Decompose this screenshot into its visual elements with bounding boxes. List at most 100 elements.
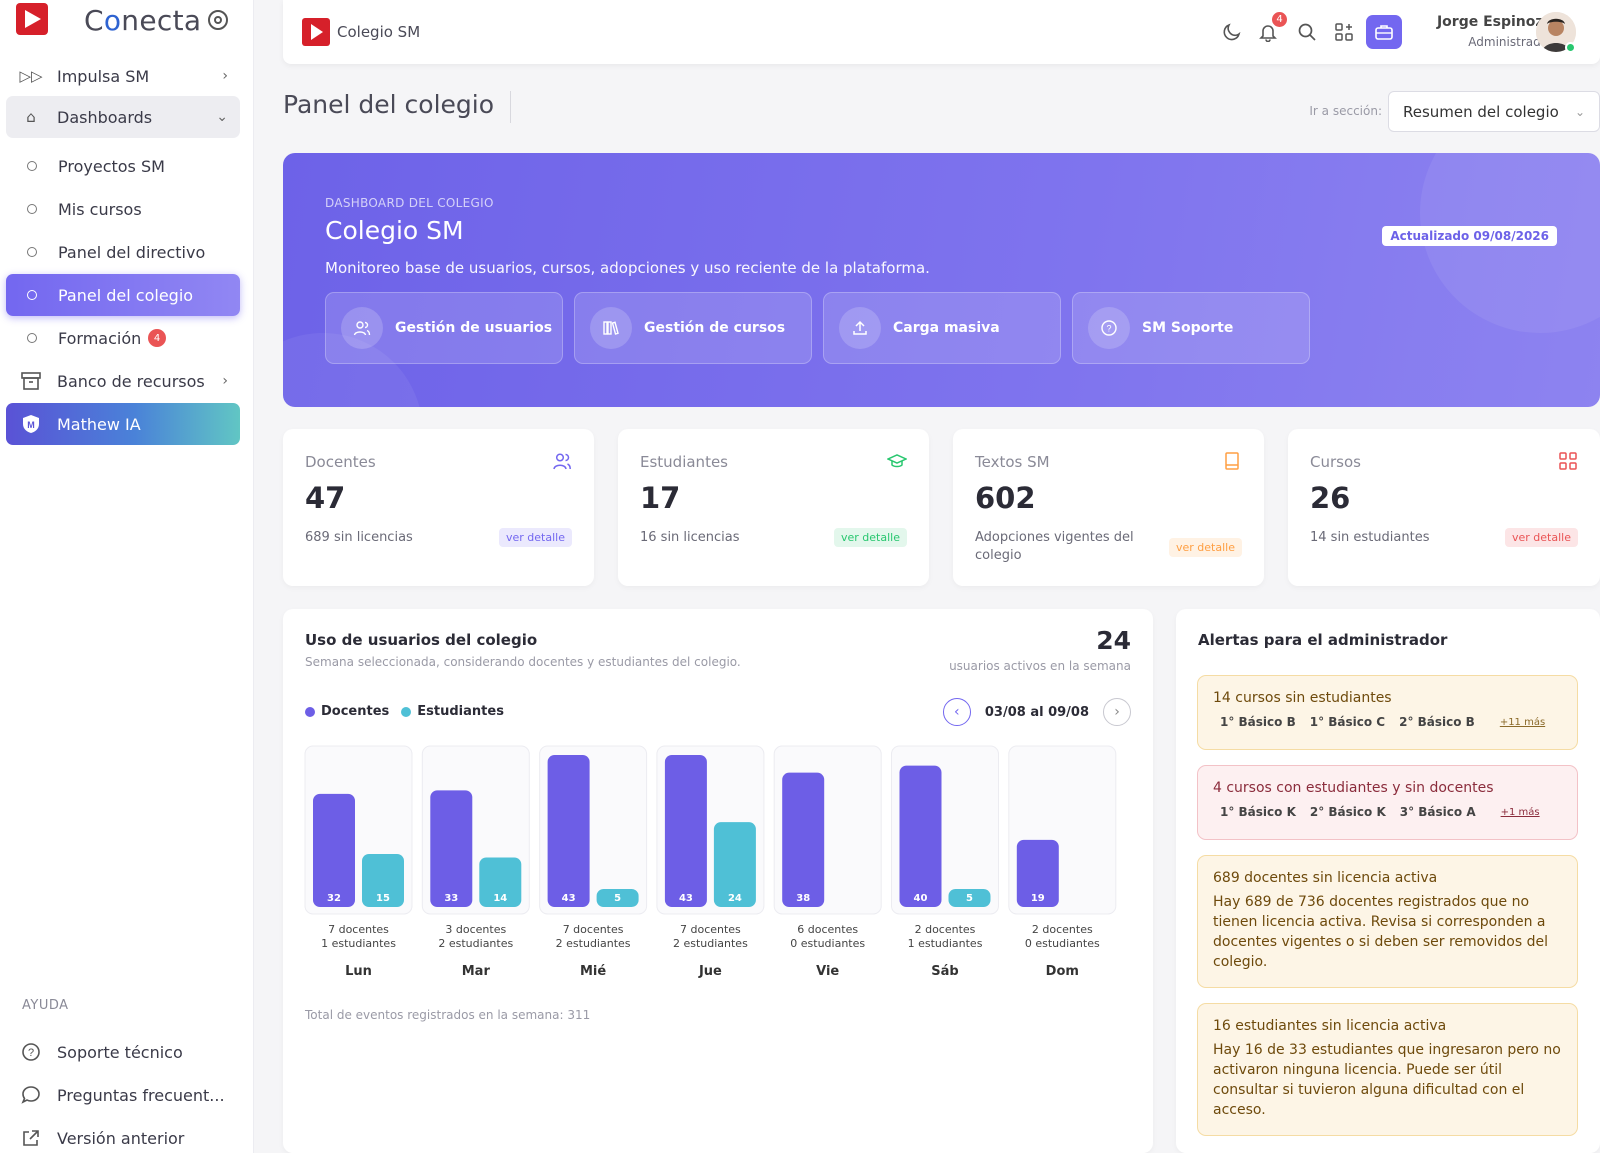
bar-value-label: 5 bbox=[966, 893, 973, 904]
bar-value-label: 5 bbox=[614, 893, 621, 904]
stat-value: 17 bbox=[640, 481, 681, 515]
course-chip[interactable]: 1° Básico B bbox=[1220, 715, 1296, 729]
alert-cursos-sin-docentes[interactable]: 4 cursos con estudiantes y sin docentes … bbox=[1197, 765, 1578, 840]
ver-detalle-button[interactable]: ver detalle bbox=[499, 528, 572, 547]
alert-title: 14 cursos sin estudiantes bbox=[1213, 690, 1392, 706]
school-name: Colegio SM bbox=[337, 23, 421, 41]
apps-add-icon[interactable] bbox=[1333, 21, 1355, 43]
alert-title: 4 cursos con estudiantes y sin docentes bbox=[1213, 780, 1494, 796]
sidebar: Conecta ▷▷ Impulsa SM › ⌂ Dashboards ⌄ P… bbox=[0, 0, 254, 1153]
alert-estudiantes-sin-licencia[interactable]: 16 estudiantes sin licencia activa Hay 1… bbox=[1197, 1003, 1578, 1136]
sidebar-item-version-anterior[interactable]: Versión anterior bbox=[6, 1117, 240, 1153]
alert-title: 16 estudiantes sin licencia activa bbox=[1213, 1018, 1447, 1034]
fast-forward-icon: ▷▷ bbox=[19, 67, 43, 85]
caption-docentes: 7 docentes bbox=[328, 923, 389, 936]
sidebar-item-impulsa[interactable]: ▷▷ Impulsa SM › bbox=[6, 55, 240, 97]
graduation-cap-icon bbox=[886, 451, 908, 471]
stat-card-docentes: Docentes 47 689 sin licencias ver detall… bbox=[283, 429, 594, 586]
bar-docentes bbox=[899, 765, 942, 907]
bar-docentes bbox=[313, 793, 355, 907]
settings-icon[interactable] bbox=[208, 10, 228, 30]
prev-week-button[interactable]: ‹ bbox=[942, 698, 971, 726]
quick-action-label: SM Soporte bbox=[1142, 320, 1234, 336]
bar-estudiantes bbox=[362, 853, 404, 907]
bar-docentes bbox=[430, 790, 473, 907]
ver-detalle-button[interactable]: ver detalle bbox=[834, 528, 907, 547]
sidebar-item-banco-recursos[interactable]: Banco de recursos › bbox=[6, 360, 240, 402]
avatar[interactable] bbox=[1536, 12, 1576, 52]
stat-card-estudiantes: Estudiantes 17 16 sin licencias ver deta… bbox=[618, 429, 929, 586]
books-icon bbox=[590, 307, 632, 349]
sidebar-item-panel-directivo[interactable]: Panel del directivo bbox=[6, 231, 240, 273]
chat-bubble-icon bbox=[20, 1084, 42, 1106]
svg-text:M: M bbox=[27, 420, 35, 430]
sidebar-item-panel-colegio[interactable]: Panel del colegio bbox=[6, 274, 240, 316]
hero-eyebrow: DASHBOARD DEL COLEGIO bbox=[325, 196, 494, 210]
usage-panel: 32 15 7 docentes 1 estudiantes Lun 33 14 3 doce… bbox=[283, 609, 1153, 1153]
sidebar-item-proyectos[interactable]: Proyectos SM bbox=[6, 145, 240, 187]
chevron-down-icon: ⌄ bbox=[1574, 104, 1585, 119]
chevron-right-icon: › bbox=[222, 68, 228, 84]
mathew-shield-icon: M bbox=[20, 413, 42, 435]
users-icon bbox=[552, 451, 572, 471]
day-label: Dom bbox=[1046, 964, 1079, 979]
ver-detalle-button[interactable]: ver detalle bbox=[1169, 538, 1242, 557]
alert-cursos-sin-estudiantes[interactable]: 14 cursos sin estudiantes 1° Básico B 1°… bbox=[1197, 675, 1578, 750]
users-icon bbox=[341, 307, 383, 349]
day-label: Mié bbox=[580, 964, 606, 979]
alert-chips: 1° Básico K 2° Básico K 3° Básico A +1 m… bbox=[1213, 805, 1562, 819]
next-week-button[interactable]: › bbox=[1103, 698, 1131, 726]
sidebar-item-soporte[interactable]: ? Soporte técnico bbox=[6, 1031, 240, 1073]
sidebar-item-mis-cursos[interactable]: Mis cursos bbox=[6, 188, 240, 230]
help-section-title: AYUDA bbox=[22, 998, 69, 1013]
home-icon: ⌂ bbox=[26, 108, 36, 126]
sm-soporte-button[interactable]: ? SM Soporte bbox=[1072, 292, 1310, 364]
hero-description: Monitoreo base de usuarios, cursos, adop… bbox=[325, 259, 930, 277]
stat-label: Cursos bbox=[1310, 453, 1361, 471]
course-chip[interactable]: 2° Básico K bbox=[1309, 805, 1386, 819]
sidebar-item-label: Soporte técnico bbox=[57, 1042, 183, 1062]
user-role: Administrador bbox=[1468, 35, 1553, 49]
search-icon[interactable] bbox=[1296, 21, 1318, 43]
sidebar-item-label: Versión anterior bbox=[57, 1128, 185, 1148]
course-chip[interactable]: 3° Básico A bbox=[1399, 805, 1476, 819]
brand-name: Conecta bbox=[84, 3, 202, 37]
book-icon bbox=[1222, 451, 1242, 471]
course-chip[interactable]: 2° Básico B bbox=[1399, 715, 1475, 729]
bell-icon[interactable] bbox=[1257, 21, 1279, 43]
stat-subtext: Adopciones vigentes del colegio bbox=[975, 530, 1134, 563]
alert-chips: 1° Básico B 1° Básico C 2° Básico B +11 … bbox=[1213, 715, 1562, 729]
stat-value: 26 bbox=[1310, 481, 1351, 515]
course-chip[interactable]: 1° Básico C bbox=[1309, 715, 1386, 729]
bar-value-label: 14 bbox=[493, 893, 507, 904]
sidebar-item-mathew-ia[interactable]: M Mathew IA bbox=[6, 403, 240, 445]
sidebar-item-faq[interactable]: Preguntas frecuent... bbox=[6, 1074, 240, 1116]
more-link[interactable]: +1 más bbox=[1500, 806, 1540, 818]
user-name[interactable]: Jorge Espinoza bbox=[1436, 14, 1553, 30]
carga-masiva-button[interactable]: Carga masiva bbox=[823, 292, 1061, 364]
help-circle-icon: ? bbox=[20, 1041, 42, 1063]
gestion-cursos-button[interactable]: Gestión de cursos bbox=[574, 292, 812, 364]
ver-detalle-button[interactable]: ver detalle bbox=[1505, 528, 1578, 547]
gestion-usuarios-button[interactable]: Gestión de usuarios bbox=[325, 292, 563, 364]
brand[interactable]: Conecta bbox=[14, 0, 242, 40]
sidebar-item-label: Panel del colegio bbox=[58, 285, 194, 305]
section-select[interactable]: Resumen del colegio ⌄ bbox=[1388, 91, 1600, 132]
sidebar-item-dashboards[interactable]: ⌂ Dashboards ⌄ bbox=[6, 96, 240, 138]
upload-icon bbox=[839, 307, 881, 349]
stat-card-cursos: Cursos 26 14 sin estudiantes ver detalle bbox=[1288, 429, 1600, 586]
circle-icon bbox=[27, 204, 37, 214]
caption-docentes: 7 docentes bbox=[563, 923, 624, 936]
more-link[interactable]: +11 más bbox=[1499, 716, 1546, 728]
stat-subtext: 16 sin licencias bbox=[640, 530, 740, 545]
bar-value-label: 19 bbox=[1031, 893, 1045, 904]
circle-icon bbox=[27, 161, 37, 171]
help-circle-icon: ? bbox=[1088, 307, 1130, 349]
sidebar-item-formacion[interactable]: Formación 4 bbox=[6, 317, 240, 359]
moon-icon[interactable] bbox=[1221, 21, 1243, 43]
goto-label: Ir a sección: bbox=[1309, 104, 1382, 118]
briefcase-icon[interactable] bbox=[1366, 15, 1402, 49]
course-chip[interactable]: 1° Básico K bbox=[1220, 805, 1296, 819]
caption-docentes: 2 docentes bbox=[915, 923, 976, 936]
alert-docentes-sin-licencia[interactable]: 689 docentes sin licencia activa Hay 689… bbox=[1197, 855, 1578, 988]
